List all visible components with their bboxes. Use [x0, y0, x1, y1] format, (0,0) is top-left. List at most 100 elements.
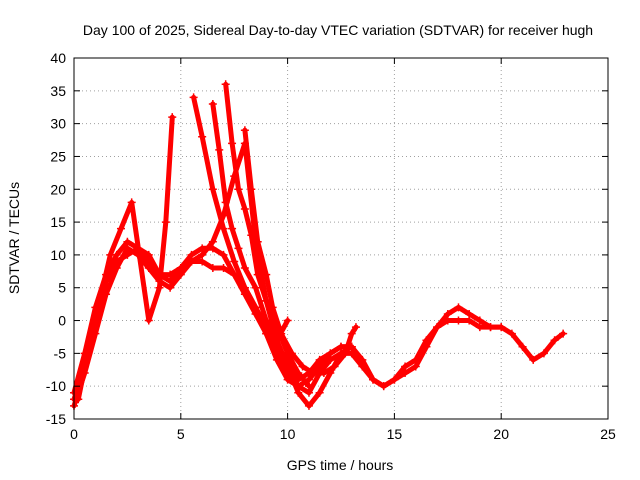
data-point: [127, 198, 136, 207]
data-point: [337, 342, 345, 351]
x-axis-label: GPS time / hours: [287, 457, 394, 473]
data-point: [433, 323, 442, 332]
data-point: [144, 316, 153, 325]
data-point: [330, 362, 339, 371]
data-point: [486, 323, 495, 332]
data-point: [247, 185, 256, 194]
data-point: [294, 388, 303, 397]
data-point: [161, 218, 170, 227]
data-point: [411, 362, 420, 371]
x-tick-label: 0: [70, 426, 78, 442]
data-point: [198, 250, 207, 259]
data-point: [262, 316, 271, 325]
y-tick-label: -5: [54, 345, 67, 361]
y-tick-label: 25: [50, 148, 66, 164]
data-point: [319, 369, 328, 378]
data-point: [251, 283, 260, 292]
data-point: [369, 375, 378, 384]
x-tick-label: 25: [600, 426, 616, 442]
y-tick-label: 20: [50, 181, 66, 197]
data-series: [74, 113, 177, 404]
data-point: [176, 270, 185, 279]
data-point: [358, 362, 367, 371]
data-point: [304, 401, 313, 410]
plot-frame: [73, 57, 609, 420]
data-point: [219, 250, 228, 259]
data-point: [507, 329, 516, 338]
series-trace: [242, 127, 359, 376]
data-point: [221, 80, 230, 89]
data-point: [454, 316, 463, 325]
data-point: [347, 329, 356, 338]
series-trace: [75, 114, 175, 402]
data-point: [240, 204, 249, 213]
data-point: [168, 113, 177, 122]
data-point: [497, 323, 506, 332]
data-point: [219, 224, 228, 233]
data-point: [268, 303, 277, 312]
data-point: [187, 257, 196, 266]
y-tick-label: -15: [46, 411, 66, 427]
data-point: [228, 139, 237, 148]
data-point: [422, 342, 431, 351]
data-point: [294, 369, 303, 378]
y-tick-label: 40: [50, 50, 66, 66]
data-series: [208, 99, 292, 345]
data-point: [208, 264, 217, 273]
data-series-layer: [70, 80, 568, 410]
y-tick-label: 0: [58, 313, 66, 329]
data-point: [351, 323, 360, 332]
data-point: [234, 244, 243, 253]
data-point: [341, 349, 350, 358]
x-tick-label: 5: [177, 426, 185, 442]
data-point: [390, 375, 399, 384]
data-point: [309, 369, 318, 378]
data-point: [198, 132, 207, 141]
y-axis-label: SDTVAR / TECUs: [6, 182, 22, 294]
y-tick-label: 5: [58, 280, 66, 296]
data-point: [443, 309, 452, 318]
data-point: [219, 264, 228, 273]
data-point: [230, 257, 239, 266]
data-series: [221, 80, 313, 391]
y-tick-label: 30: [50, 116, 66, 132]
data-point: [262, 270, 271, 279]
y-tick-label: -10: [46, 378, 66, 394]
y-tick-label: 15: [50, 214, 66, 230]
data-point: [84, 342, 93, 351]
data-point: [189, 93, 198, 102]
series-trace: [210, 101, 291, 343]
data-point: [326, 349, 335, 358]
data-point: [144, 264, 153, 273]
data-point: [253, 237, 262, 246]
data-point: [315, 388, 324, 397]
data-point: [166, 270, 175, 279]
data-point: [277, 329, 286, 338]
data-point: [116, 224, 125, 233]
data-point: [228, 224, 237, 233]
data-point: [208, 237, 217, 246]
data-point: [253, 270, 262, 279]
data-point: [208, 185, 217, 194]
data-point: [215, 145, 224, 154]
data-point: [247, 231, 256, 240]
data-point: [240, 264, 249, 273]
axes: 0 5 10 15 20 25 -15 -10 -5 0 5 10 15 20 25 30 35 40: [46, 50, 616, 442]
data-point: [112, 264, 121, 273]
data-point: [454, 303, 463, 312]
data-point: [95, 296, 104, 305]
chart-title: Day 100 of 2025, Sidereal Day-to-day VTE…: [83, 22, 593, 38]
data-point: [559, 329, 568, 338]
grid: [74, 58, 608, 419]
x-tick-label: 10: [280, 426, 296, 442]
data-point: [315, 355, 324, 364]
data-point: [240, 283, 249, 292]
data-point: [240, 126, 249, 135]
data-point: [539, 349, 548, 358]
data-point: [550, 336, 559, 345]
data-point: [529, 355, 538, 364]
x-tick-label: 20: [493, 426, 509, 442]
data-point: [208, 99, 217, 108]
data-point: [475, 316, 484, 325]
